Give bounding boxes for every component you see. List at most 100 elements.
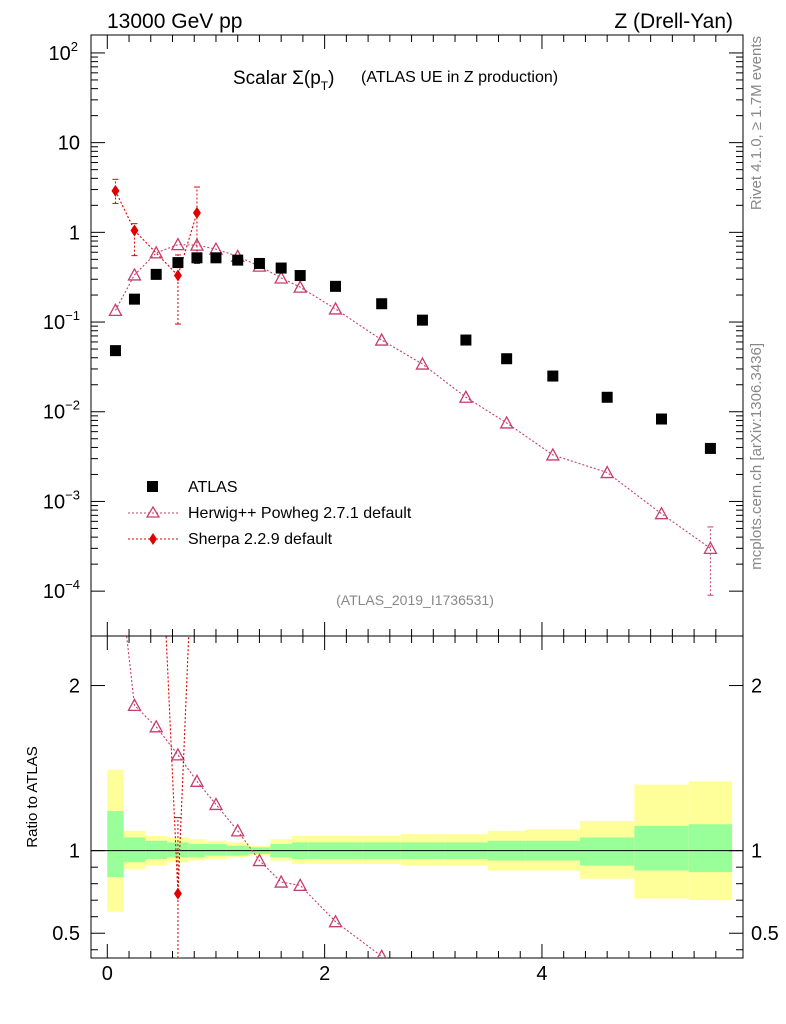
- herwig-point: [374, 332, 389, 346]
- y-tick-label: 10: [58, 133, 80, 155]
- legend-herwig-label: Herwig++ Powheg 2.7.1 default: [188, 505, 412, 522]
- herwig-point: [293, 279, 308, 293]
- herwig-ratio-point: [189, 773, 205, 787]
- sherpa-point: [173, 269, 182, 282]
- herwig-point: [127, 267, 142, 281]
- chart-title-main: Scalar Σ(p: [233, 68, 321, 89]
- atlas-point: [109, 345, 121, 357]
- ratio-y-label: Ratio to ATLAS: [24, 746, 41, 847]
- band-inner-0: [107, 811, 124, 878]
- herwig-ratio-point: [149, 719, 164, 733]
- chart-title: Scalar Σ(pT): [233, 68, 334, 93]
- herwig-line: [114, 244, 711, 549]
- band-inner-1: [123, 837, 146, 863]
- herwig-point: [274, 270, 289, 284]
- legend-atlas-marker: [147, 481, 158, 492]
- x-tick-label: 0: [102, 963, 113, 985]
- ratio-y-tick-label-right: 2: [751, 676, 762, 698]
- sherpa-ratio-point: [193, 432, 201, 444]
- analysis-id: (ATLAS_2019_I1736531): [336, 592, 494, 608]
- atlas-point: [704, 442, 716, 454]
- sherpa-line: [114, 190, 198, 277]
- rivet-version-label: Rivet 4.1.0, ≥ 1.7M events: [748, 36, 765, 210]
- y-tick-label: 10−3: [43, 487, 80, 513]
- herwig-point: [328, 301, 343, 315]
- ratio-y-tick-label-right: 0.5: [751, 923, 779, 945]
- band-inner-16: [580, 837, 635, 866]
- ratio-uncertainty-bands: [107, 769, 733, 912]
- ratio-y-tick-label-left: 1: [69, 841, 80, 863]
- legend-sherpa-label: Sherpa 2.2.9 default: [188, 531, 333, 548]
- band-inner-2: [145, 840, 168, 859]
- herwig-ratio-point: [274, 874, 289, 888]
- atlas-point: [501, 353, 513, 365]
- legend-sherpa-marker: [149, 533, 157, 545]
- herwig-point: [108, 302, 123, 317]
- main-axis-ticks: 10−4 10−3 10−2 10−1 1 10 102: [43, 35, 743, 958]
- ratio-panel-frame: [90, 635, 744, 959]
- x-tick-label: 4: [536, 963, 547, 985]
- ratio-y-tick-label-right: 1: [751, 841, 762, 863]
- atlas-point: [191, 252, 203, 264]
- band-inner-18: [688, 824, 733, 873]
- header-process: Z (Drell-Yan): [614, 10, 733, 33]
- sherpa-point: [111, 184, 120, 197]
- sherpa-ratio-point: [173, 887, 182, 900]
- herwig-ratio-point: [376, 948, 387, 958]
- herwig-point: [149, 245, 164, 259]
- herwig-ratio-point: [127, 697, 142, 712]
- herwig-ratio-point: [293, 877, 308, 891]
- atlas-point: [330, 280, 341, 292]
- y-tick-label: 1: [69, 222, 80, 244]
- herwig-point: [170, 237, 186, 251]
- herwig-point: [654, 506, 669, 520]
- chart-title-rest: (ATLAS UE in Z production): [361, 69, 558, 86]
- atlas-point: [656, 413, 667, 425]
- atlas-point: [128, 293, 140, 305]
- mcplots-label: mcplots.cern.ch [arXiv:1306.3436]: [748, 343, 765, 570]
- atlas-point: [253, 257, 265, 269]
- herwig-point: [499, 415, 514, 429]
- band-inner-5: [205, 844, 227, 856]
- atlas-point: [376, 298, 388, 310]
- herwig-ratio-point: [208, 797, 224, 811]
- legend-atlas-label: ATLAS: [188, 479, 238, 496]
- y-tick-label: 10−4: [43, 577, 80, 603]
- header-energy: 13000 GeV pp: [107, 10, 242, 33]
- legend-herwig-marker: [145, 505, 161, 518]
- atlas-point: [601, 391, 613, 403]
- atlas-point: [294, 270, 306, 282]
- chart-title-subscript: T: [321, 79, 329, 93]
- chart-title-close: ): [328, 68, 334, 89]
- herwig-point: [458, 389, 473, 403]
- main-data-layer: [108, 178, 718, 596]
- ratio-y-tick-label-left: 2: [69, 676, 80, 698]
- sherpa-ratio-line: [165, 636, 190, 894]
- herwig-ratio-point: [252, 853, 267, 867]
- herwig-point: [545, 447, 560, 461]
- y-tick-label: 10−2: [43, 398, 80, 424]
- y-tick-label: 10−1: [43, 308, 80, 334]
- band-inner-17: [634, 825, 689, 871]
- herwig-ratio-point: [109, 531, 121, 542]
- atlas-point: [232, 254, 244, 266]
- atlas-point: [172, 257, 184, 269]
- ratio-y-tick-label-left: 0.5: [52, 923, 80, 945]
- atlas-point: [210, 252, 222, 264]
- x-tick-label: 2: [319, 963, 330, 985]
- atlas-point: [150, 268, 162, 280]
- herwig-point: [415, 356, 430, 370]
- atlas-point: [547, 370, 559, 382]
- atlas-point: [460, 334, 472, 346]
- sherpa-point: [192, 206, 201, 219]
- herwig-ratio-point: [170, 747, 186, 761]
- herwig-ratio-point: [230, 823, 245, 837]
- atlas-point: [275, 262, 287, 274]
- y-tick-label: 102: [49, 39, 78, 65]
- sherpa-point: [130, 224, 139, 237]
- legend: ATLAS Herwig++ Powheg 2.7.1 default Sher…: [128, 479, 412, 548]
- herwig-point: [703, 540, 718, 555]
- ratio-axis-ticks: 0.5 0.5 1 1 2 2 0 2 4: [52, 676, 779, 985]
- herwig-point: [600, 465, 615, 479]
- atlas-point: [416, 314, 428, 326]
